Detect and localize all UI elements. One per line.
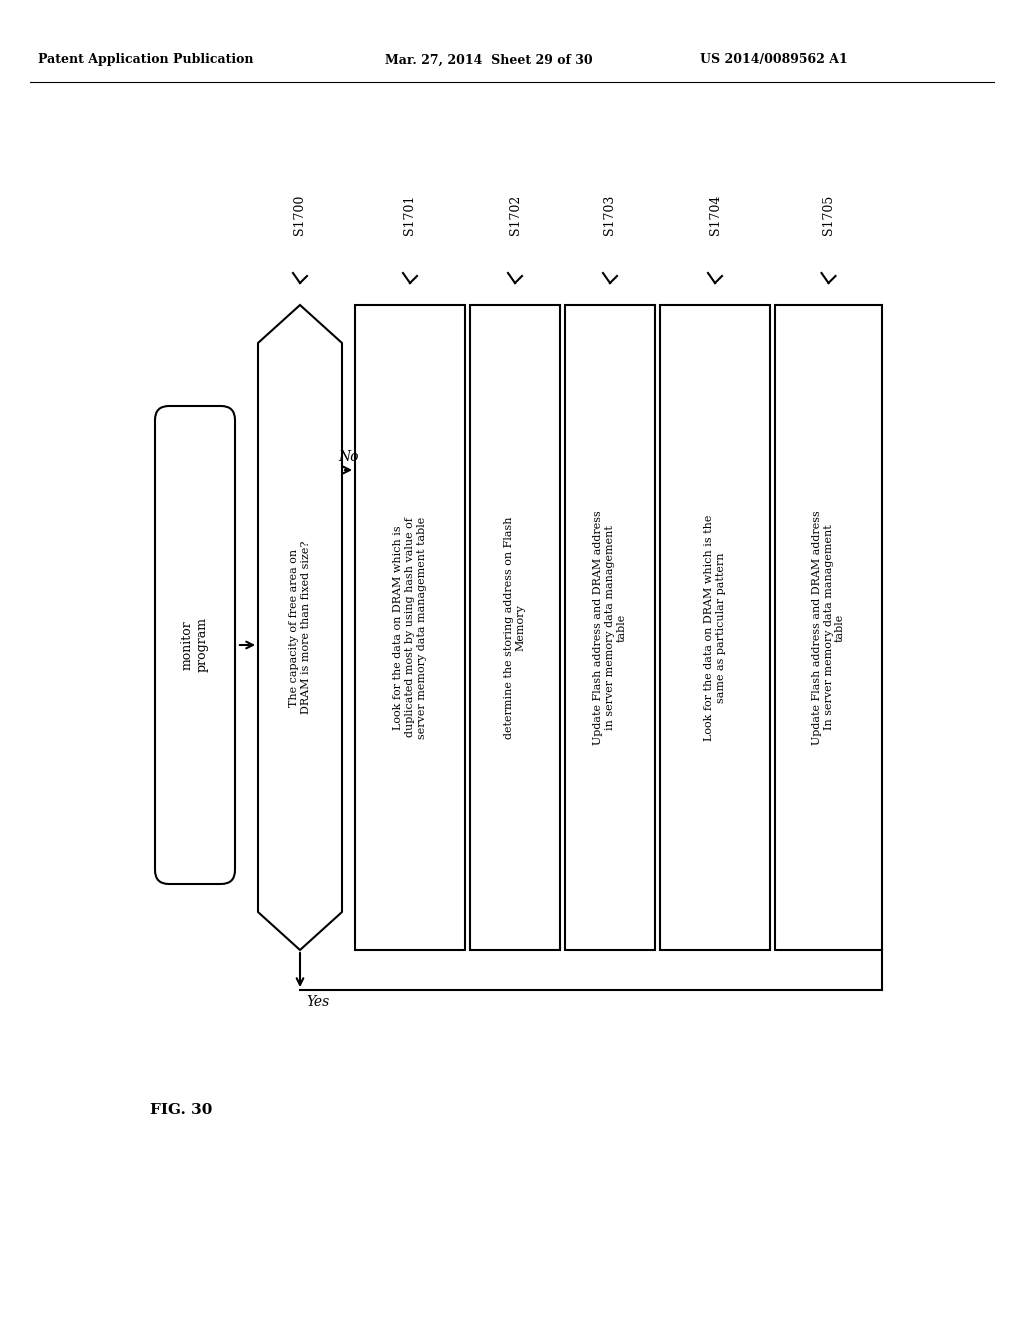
Text: Look for the data on DRAM which is
duplicated most by using hash value of
server: Look for the data on DRAM which is dupli… [393, 516, 427, 739]
Text: Update Flash address and DRAM address
In server memory data management
table: Update Flash address and DRAM address In… [812, 510, 845, 744]
Text: Mar. 27, 2014  Sheet 29 of 30: Mar. 27, 2014 Sheet 29 of 30 [385, 54, 593, 66]
Bar [775, 305, 882, 950]
Text: S1700: S1700 [294, 194, 306, 235]
Text: Patent Application Publication: Patent Application Publication [38, 54, 254, 66]
Text: S1702: S1702 [509, 195, 521, 235]
Text: S1701: S1701 [403, 194, 417, 235]
Text: S1705: S1705 [822, 195, 835, 235]
FancyBboxPatch shape [155, 407, 234, 884]
Text: US 2014/0089562 A1: US 2014/0089562 A1 [700, 54, 848, 66]
Bar [565, 305, 655, 950]
Bar [470, 305, 560, 950]
Text: determine the storing address on Flash
Memory: determine the storing address on Flash M… [504, 516, 525, 739]
Text: No: No [338, 450, 358, 465]
Text: monitor
program: monitor program [181, 618, 209, 672]
Text: Look for the data on DRAM which is the
same as particular pattern: Look for the data on DRAM which is the s… [705, 515, 726, 741]
Polygon shape [258, 305, 342, 950]
Bar [355, 305, 465, 950]
Bar [660, 305, 770, 950]
Text: FIG. 30: FIG. 30 [150, 1104, 212, 1117]
Text: Yes: Yes [306, 995, 330, 1008]
Text: S1703: S1703 [603, 194, 616, 235]
Text: The capacity of free area on
DRAM is more than fixed size?: The capacity of free area on DRAM is mor… [289, 541, 311, 714]
Text: Update Flash address and DRAM address
in server memory data management
table: Update Flash address and DRAM address in… [593, 510, 627, 744]
Text: S1704: S1704 [709, 194, 722, 235]
